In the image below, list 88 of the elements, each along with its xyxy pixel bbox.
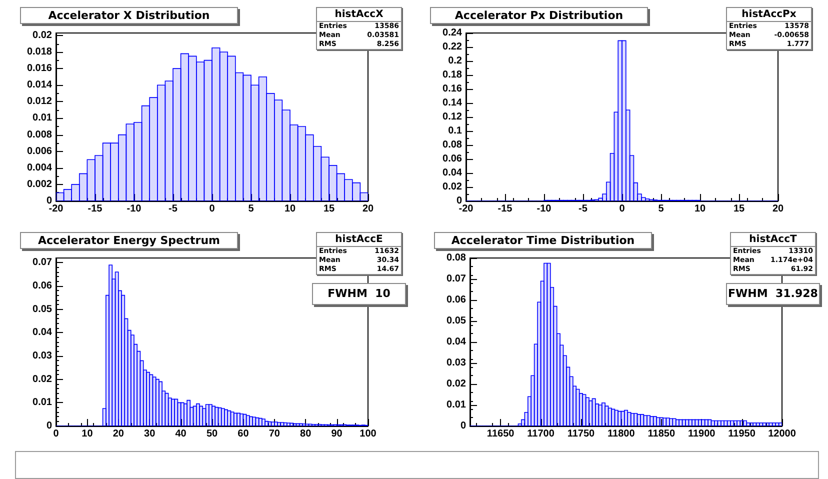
- text: histAccX: [317, 8, 401, 22]
- x-tick-label: 15: [733, 204, 745, 214]
- chart-title: Accelerator Time Distribution: [434, 232, 652, 249]
- y-tick-label: 0.12: [442, 112, 462, 122]
- y-tick-label: 0.06: [442, 154, 462, 164]
- x-tick-label: 20: [362, 204, 374, 214]
- y-tick-label: 0.04: [32, 327, 52, 338]
- x-tick-label: -5: [578, 204, 588, 214]
- y-tick-label: 0.01: [446, 400, 466, 410]
- x-tick-label: -15: [88, 204, 103, 214]
- y-tick-label: 0.004: [26, 162, 52, 174]
- x-tick-label: 20: [112, 428, 124, 440]
- annotation: FWHM 31.928: [726, 283, 820, 305]
- y-tick-label: 0.016: [26, 63, 52, 74]
- text: histAccPx: [727, 8, 811, 22]
- x-tick-label: 70: [268, 428, 280, 440]
- x-tick-label: -15: [498, 204, 513, 214]
- chart-title: Accelerator X Distribution: [20, 7, 238, 24]
- x-tick-label: 5: [658, 204, 664, 214]
- y-tick-label: 0.01: [32, 397, 52, 408]
- x-tick-label: -10: [536, 204, 552, 214]
- x-tick-label: 11900: [688, 428, 716, 440]
- x-tick-label: 10: [284, 204, 296, 214]
- x-tick-label: 11750: [567, 428, 596, 440]
- y-tick-label: 0.1: [448, 126, 462, 136]
- y-tick-label: 0.02: [32, 30, 52, 41]
- y-tick-label: 0.012: [26, 96, 52, 108]
- y-tick-label: 0.14: [442, 98, 462, 108]
- y-tick-label: 0.04: [446, 336, 466, 348]
- y-tick-label: 0.014: [26, 80, 52, 91]
- annotation: FWHM 10: [312, 283, 406, 305]
- x-tick-label: 80: [300, 428, 312, 440]
- y-tick-label: 0.07: [32, 257, 52, 268]
- y-tick-label: 0: [456, 196, 462, 206]
- x-tick-label: 11850: [648, 428, 676, 440]
- y-tick-label: 0.24: [442, 28, 462, 38]
- text: histAccT: [731, 233, 815, 247]
- x-tick-label: 100: [360, 428, 377, 440]
- y-tick-label: 0: [460, 420, 466, 432]
- x-tick-label: -5: [168, 204, 178, 214]
- y-tick-label: 0.02: [32, 374, 52, 385]
- chart-title: Accelerator Px Distribution: [430, 7, 648, 24]
- x-tick-label: 5: [248, 204, 254, 214]
- y-tick-label: 0.05: [446, 316, 466, 326]
- x-tick-label: -20: [48, 204, 64, 214]
- y-tick-label: 0.008: [26, 129, 52, 140]
- y-tick-label: 0.01: [32, 112, 52, 124]
- y-tick-label: 0.16: [442, 84, 462, 94]
- x-tick-label: -20: [458, 204, 474, 214]
- x-tick-label: 0: [53, 428, 60, 440]
- y-tick-label: 0.08: [442, 140, 462, 150]
- x-tick-label: 0: [619, 204, 626, 214]
- y-tick-label: 0.006: [26, 146, 52, 157]
- x-tick-label: 11700: [527, 428, 555, 440]
- x-tick-label: 0: [209, 204, 216, 214]
- x-tick-label: 60: [238, 428, 250, 440]
- x-tick-label: 12000: [768, 428, 796, 440]
- x-tick-label: 40: [175, 428, 187, 440]
- x-tick-label: 20: [772, 204, 784, 214]
- y-tick-label: 0: [46, 420, 52, 432]
- x-tick-label: -10: [126, 204, 142, 214]
- x-tick-label: 10: [82, 428, 94, 440]
- x-tick-label: 11950: [728, 428, 756, 440]
- x-tick-label: 11800: [608, 428, 636, 440]
- y-tick-label: 0.002: [26, 178, 52, 190]
- y-tick-label: 0.22: [442, 42, 462, 52]
- y-tick-label: 0.03: [32, 350, 52, 362]
- x-tick-label: 10: [694, 204, 706, 214]
- y-tick-label: 0.07: [446, 274, 466, 284]
- y-tick-label: 0.2: [448, 56, 462, 66]
- y-tick-label: 0: [46, 196, 52, 206]
- chart-title: Accelerator Energy Spectrum: [20, 232, 238, 249]
- y-tick-label: 0.06: [446, 294, 466, 306]
- x-tick-label: 30: [144, 428, 156, 440]
- y-tick-label: 0.06: [32, 280, 52, 292]
- y-tick-label: 0.02: [446, 378, 466, 390]
- y-tick-label: 0.03: [446, 358, 466, 368]
- y-tick-label: 0.04: [442, 168, 462, 178]
- y-tick-label: 0.05: [32, 304, 52, 315]
- y-tick-label: 0.18: [442, 70, 462, 80]
- x-tick-label: 90: [331, 428, 343, 440]
- x-tick-label: 50: [206, 428, 218, 440]
- x-tick-label: 15: [323, 204, 335, 214]
- y-tick-label: 0.02: [442, 182, 462, 192]
- text: histAccE: [317, 233, 401, 247]
- x-tick-label: 11650: [486, 428, 515, 440]
- y-tick-label: 0.08: [446, 252, 466, 264]
- y-tick-label: 0.018: [26, 46, 52, 58]
